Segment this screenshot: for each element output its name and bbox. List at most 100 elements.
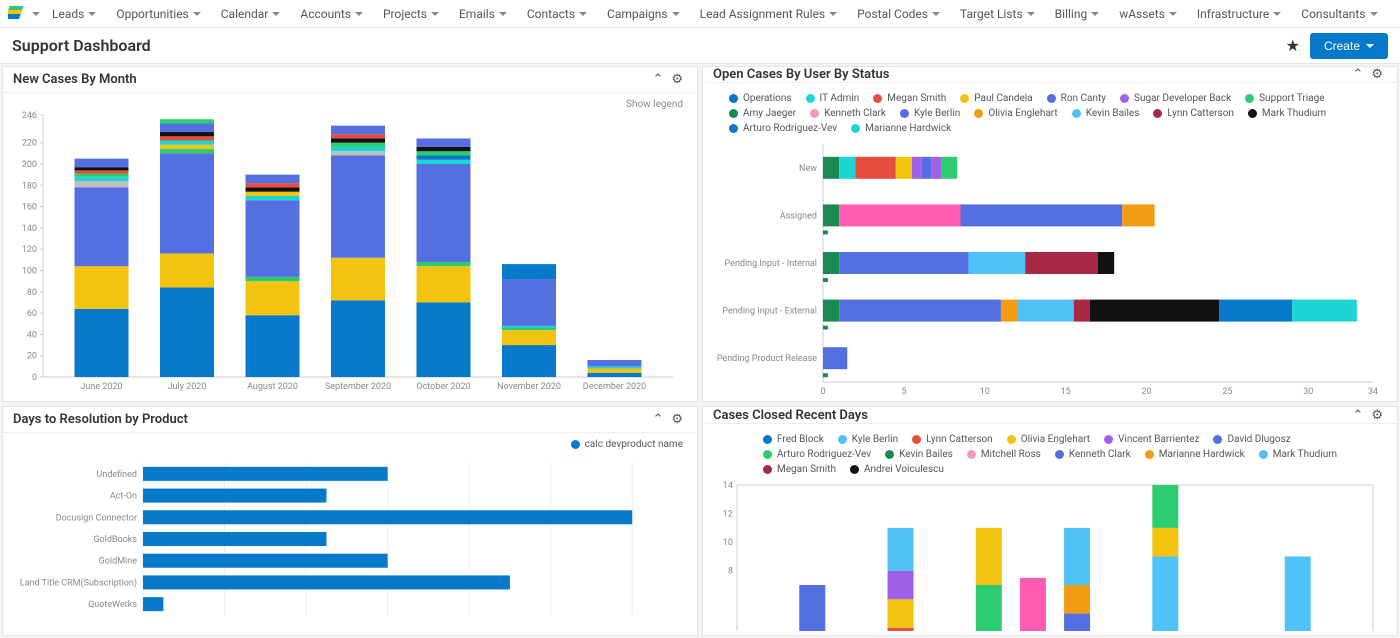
nav-item-emails[interactable]: Emails [449, 0, 517, 27]
new-cases-chart: 020406080100120140160180200220246June 20… [13, 99, 683, 393]
legend-item: Mark Thudium [1248, 108, 1326, 119]
svg-text:25: 25 [1222, 387, 1232, 397]
nav-item-accounts[interactable]: Accounts [290, 0, 373, 27]
legend-item: Megan Smith [763, 464, 836, 475]
svg-text:10: 10 [980, 387, 990, 397]
gear-icon[interactable]: ⚙ [667, 412, 687, 427]
chevron-down-icon [829, 12, 837, 16]
svg-text:80: 80 [27, 288, 37, 298]
nav-item-target-lists[interactable]: Target Lists [950, 0, 1045, 27]
nav-item-calendar[interactable]: Calendar [211, 0, 291, 27]
svg-text:12: 12 [723, 510, 733, 520]
legend-item: Amy Jaeger [729, 108, 796, 119]
nav-item-campaigns[interactable]: Campaigns [597, 0, 690, 27]
svg-text:220: 220 [22, 139, 37, 149]
legend-item: Mark Thudium [1259, 449, 1337, 460]
svg-text:August 2020: August 2020 [247, 382, 298, 392]
svg-text:October 2020: October 2020 [416, 382, 470, 392]
legend-item: Kyle Berlin [838, 434, 898, 445]
logo-caret-icon[interactable] [32, 12, 40, 16]
legend-item: Arturo Rodriguez-Vev [763, 449, 871, 460]
nav-item-infrastructure[interactable]: Infrastructure [1187, 0, 1291, 27]
nav-item-billing[interactable]: Billing [1045, 0, 1110, 27]
panel-title: Cases Closed Recent Days [713, 408, 1348, 423]
svg-text:Docusign Connector: Docusign Connector [56, 513, 137, 523]
svg-text:60: 60 [27, 309, 37, 319]
svg-text:180: 180 [22, 181, 37, 191]
legend-item: Ron Canty [1047, 93, 1106, 104]
app-logo-icon[interactable] [8, 4, 26, 24]
svg-text:160: 160 [22, 203, 37, 213]
nav-item-opportunities[interactable]: Opportunities [106, 0, 210, 27]
panel-title: New Cases By Month [13, 72, 648, 87]
nav-item-wassets[interactable]: wAssets [1109, 0, 1187, 27]
svg-text:GoldBooks: GoldBooks [93, 535, 137, 545]
svg-text:20: 20 [27, 352, 37, 362]
collapse-icon[interactable]: ⌃ [1348, 408, 1367, 423]
open-cases-chart: 05101520253034NewAssignedPending Input -… [713, 140, 1383, 398]
panel-open-cases: Open Cases By User By Status ⌃ ⚙ Operati… [702, 66, 1398, 402]
legend-item: Support Triage [1245, 93, 1324, 104]
svg-text:Pending Input - External: Pending Input - External [722, 307, 817, 317]
chevron-down-icon [1027, 12, 1035, 16]
svg-text:September 2020: September 2020 [325, 382, 391, 392]
panel-title: Days to Resolution by Product [13, 412, 648, 427]
chevron-down-icon [932, 12, 940, 16]
svg-text:15: 15 [1061, 387, 1071, 397]
nav-item-lead-assignment-rules[interactable]: Lead Assignment Rules [690, 0, 848, 27]
svg-text:July 2020: July 2020 [168, 382, 207, 392]
svg-text:Assigned: Assigned [780, 211, 817, 221]
gear-icon[interactable]: ⚙ [1367, 408, 1387, 423]
chevron-down-icon [1091, 12, 1099, 16]
cases-closed-chart: 8101214 [713, 481, 1383, 631]
legend-item: Mitchell Ross [967, 449, 1041, 460]
collapse-icon[interactable]: ⌃ [1348, 67, 1367, 82]
nav-item-postal-codes[interactable]: Postal Codes [847, 0, 950, 27]
collapse-icon[interactable]: ⌃ [648, 72, 667, 87]
svg-text:Pending Input - Internal: Pending Input - Internal [725, 259, 817, 269]
chevron-down-icon [88, 12, 96, 16]
nav-item-contacts[interactable]: Contacts [517, 0, 597, 27]
cases-closed-legend: Fred BlockKyle BerlinLynn CattersonOlivi… [713, 430, 1387, 481]
collapse-icon[interactable]: ⌃ [648, 412, 667, 427]
svg-text:New: New [799, 164, 817, 174]
nav-item-leads[interactable]: Leads [42, 0, 106, 27]
open-cases-legend: OperationsIT AdminMegan SmithPaul Candel… [713, 89, 1387, 140]
chevron-down-icon [1169, 12, 1177, 16]
create-button-label: Create [1324, 39, 1360, 53]
svg-text:100: 100 [22, 266, 37, 276]
svg-text:Undefined: Undefined [97, 470, 137, 480]
svg-text:GoldMine: GoldMine [99, 557, 138, 567]
svg-text:140: 140 [22, 224, 37, 234]
favorite-icon[interactable]: ★ [1286, 36, 1300, 55]
legend-item: David Dlugosz [1213, 434, 1290, 445]
svg-text:November 2020: November 2020 [497, 382, 561, 392]
legend-item: Fred Block [763, 434, 824, 445]
nav-item-projects[interactable]: Projects [373, 0, 449, 27]
legend-item: Kevin Bailes [885, 449, 953, 460]
legend-item: Megan Smith [873, 93, 946, 104]
svg-text:10: 10 [723, 538, 733, 548]
chevron-down-icon [579, 12, 587, 16]
nav-item-consultants[interactable]: Consultants [1291, 0, 1387, 27]
panel-cases-closed: Cases Closed Recent Days ⌃ ⚙ Fred Block K… [702, 406, 1398, 636]
legend-item: Lynn Catterson [1153, 108, 1234, 119]
legend-item: Paul Candela [960, 93, 1032, 104]
gear-icon[interactable]: ⚙ [1367, 67, 1387, 82]
create-button[interactable]: Create [1310, 33, 1388, 59]
legend-item: Olivia Englehart [974, 108, 1057, 119]
show-legend-link[interactable]: Show legend [626, 99, 683, 110]
chevron-down-icon [272, 12, 280, 16]
svg-text:December 2020: December 2020 [583, 382, 646, 392]
chevron-down-icon [1370, 12, 1378, 16]
svg-text:200: 200 [22, 160, 37, 170]
svg-text:34: 34 [1368, 387, 1378, 397]
chevron-down-icon [431, 12, 439, 16]
legend-item: Arturo Rodriguez-Vev [729, 123, 837, 134]
legend-item: Kevin Bailes [1072, 108, 1140, 119]
legend-item: Sugar Developer Back [1120, 93, 1231, 104]
gear-icon[interactable]: ⚙ [667, 72, 687, 87]
nav-more-icon[interactable]: ⋮ [1390, 4, 1400, 23]
svg-text:246: 246 [22, 111, 37, 121]
legend-item: Vincent Barrientez [1104, 434, 1199, 445]
